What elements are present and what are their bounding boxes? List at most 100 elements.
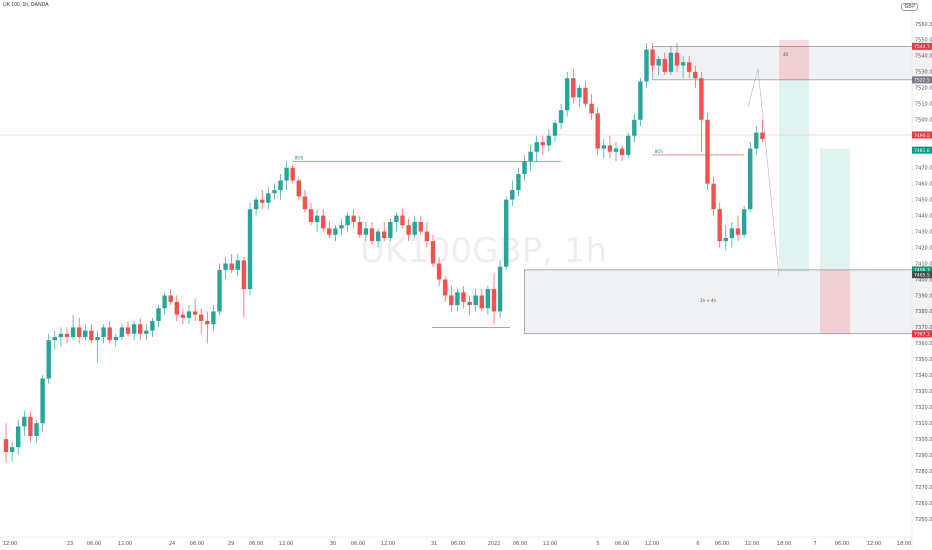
candle[interactable] bbox=[339, 218, 344, 235]
candle[interactable] bbox=[680, 55, 686, 79]
supply-demand-zone[interactable] bbox=[652, 46, 932, 81]
projection-path[interactable] bbox=[747, 68, 780, 277]
candle[interactable] bbox=[138, 317, 143, 341]
candle[interactable] bbox=[223, 257, 228, 280]
candle[interactable] bbox=[375, 228, 381, 248]
candle[interactable] bbox=[418, 215, 423, 235]
candle[interactable] bbox=[131, 321, 137, 341]
candle[interactable] bbox=[40, 375, 45, 432]
candle[interactable] bbox=[729, 221, 735, 248]
candle[interactable] bbox=[46, 333, 51, 384]
candle[interactable] bbox=[278, 174, 283, 200]
candle[interactable] bbox=[528, 145, 533, 171]
candle[interactable] bbox=[595, 107, 600, 155]
candle[interactable] bbox=[510, 180, 515, 207]
candle[interactable] bbox=[534, 135, 539, 162]
candle[interactable] bbox=[150, 317, 155, 337]
candle[interactable] bbox=[351, 209, 356, 229]
candle[interactable] bbox=[333, 225, 338, 242]
candle[interactable] bbox=[632, 113, 637, 143]
take-profit-area[interactable] bbox=[820, 148, 850, 270]
candle[interactable] bbox=[266, 186, 271, 210]
stop-loss-area[interactable] bbox=[779, 39, 809, 80]
candle[interactable] bbox=[430, 234, 436, 267]
candle[interactable] bbox=[589, 94, 594, 120]
candle[interactable] bbox=[552, 119, 558, 143]
currency-badge[interactable]: GBP bbox=[901, 3, 918, 11]
candle[interactable] bbox=[626, 132, 631, 159]
candle[interactable] bbox=[400, 209, 405, 229]
candle[interactable] bbox=[748, 142, 753, 213]
candle[interactable] bbox=[321, 209, 326, 232]
candle[interactable] bbox=[717, 202, 722, 248]
candle[interactable] bbox=[125, 321, 131, 337]
candle[interactable] bbox=[601, 138, 606, 159]
candle[interactable] bbox=[144, 324, 149, 341]
candle[interactable] bbox=[565, 71, 570, 117]
candle[interactable] bbox=[504, 196, 509, 270]
candle[interactable] bbox=[693, 65, 698, 88]
candle[interactable] bbox=[107, 321, 112, 344]
candle[interactable] bbox=[345, 212, 350, 232]
candle[interactable] bbox=[95, 330, 100, 363]
candle[interactable] bbox=[16, 420, 21, 456]
candle[interactable] bbox=[461, 285, 466, 309]
candle[interactable] bbox=[473, 289, 478, 312]
candle[interactable] bbox=[406, 218, 411, 242]
candle[interactable] bbox=[52, 330, 57, 350]
candle[interactable] bbox=[22, 410, 27, 436]
candle[interactable] bbox=[516, 167, 521, 197]
candle[interactable] bbox=[674, 43, 680, 72]
candle[interactable] bbox=[77, 317, 82, 344]
candle[interactable] bbox=[119, 324, 125, 341]
stop-loss-area[interactable] bbox=[820, 269, 850, 334]
candle[interactable] bbox=[644, 43, 649, 88]
candle[interactable] bbox=[229, 253, 234, 274]
candle[interactable] bbox=[723, 225, 728, 251]
candle[interactable] bbox=[205, 311, 210, 344]
candle[interactable] bbox=[64, 327, 70, 344]
candle[interactable] bbox=[412, 215, 417, 238]
candle[interactable] bbox=[101, 324, 106, 344]
supply-demand-zone[interactable] bbox=[524, 269, 932, 335]
candle[interactable] bbox=[607, 135, 613, 159]
candle[interactable] bbox=[735, 215, 741, 242]
candle[interactable] bbox=[436, 257, 442, 286]
candle[interactable] bbox=[28, 412, 33, 443]
candle[interactable] bbox=[668, 46, 674, 76]
candle[interactable] bbox=[650, 43, 655, 72]
candle[interactable] bbox=[296, 177, 301, 200]
candle[interactable] bbox=[394, 212, 399, 232]
candle[interactable] bbox=[162, 292, 167, 315]
candle[interactable] bbox=[455, 289, 460, 312]
candle[interactable] bbox=[705, 113, 710, 191]
candle[interactable] bbox=[174, 295, 179, 322]
candle[interactable] bbox=[497, 260, 503, 318]
candle[interactable] bbox=[546, 129, 552, 152]
candle[interactable] bbox=[388, 218, 393, 242]
candle[interactable] bbox=[583, 81, 588, 108]
candle[interactable] bbox=[449, 285, 454, 312]
candle[interactable] bbox=[540, 135, 545, 155]
candle[interactable] bbox=[638, 78, 643, 127]
candle[interactable] bbox=[89, 324, 94, 344]
candle[interactable] bbox=[253, 196, 259, 216]
candle[interactable] bbox=[314, 209, 320, 232]
candle[interactable] bbox=[443, 276, 448, 302]
candle[interactable] bbox=[754, 126, 759, 155]
candle[interactable] bbox=[83, 324, 88, 341]
candle[interactable] bbox=[699, 71, 704, 152]
candle[interactable] bbox=[211, 305, 216, 331]
candle[interactable] bbox=[467, 295, 472, 315]
candle[interactable] bbox=[192, 298, 198, 322]
candle[interactable] bbox=[760, 119, 765, 143]
candle[interactable] bbox=[58, 327, 64, 347]
candle[interactable] bbox=[113, 333, 118, 347]
candle[interactable] bbox=[284, 161, 289, 191]
candle[interactable] bbox=[199, 308, 204, 334]
candle[interactable] bbox=[217, 263, 222, 315]
candle[interactable] bbox=[656, 55, 661, 76]
candle[interactable] bbox=[491, 273, 497, 325]
take-profit-area[interactable] bbox=[779, 79, 809, 272]
candle[interactable] bbox=[357, 215, 362, 238]
